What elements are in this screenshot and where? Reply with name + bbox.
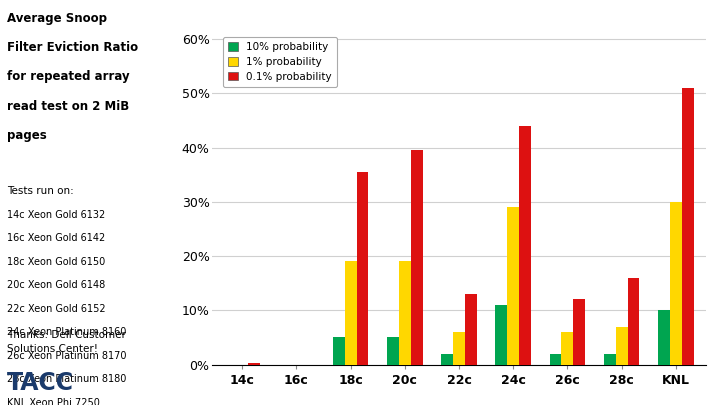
Bar (573, 299, 585, 364)
Text: 26c Xeon Platinum 8170: 26c Xeon Platinum 8170 (7, 351, 127, 361)
Text: 24c Xeon Platinum 8160: 24c Xeon Platinum 8160 (7, 327, 127, 337)
Text: read test on 2 MiB: read test on 2 MiB (7, 100, 130, 113)
Legend: 10% probability, 1% probability, 0.1% probability: 10% probability, 1% probability, 0.1% pr… (222, 37, 338, 87)
Text: for repeated array: for repeated array (7, 70, 130, 83)
Text: Thanks: Dell Customer
Solutions Center!: Thanks: Dell Customer Solutions Center! (7, 330, 126, 354)
Bar (549, 354, 562, 364)
Bar (658, 310, 670, 364)
Bar (562, 332, 573, 364)
Bar (333, 337, 345, 365)
Text: KNL Xeon Phi 7250: KNL Xeon Phi 7250 (7, 398, 100, 405)
Bar (248, 363, 260, 364)
Bar (465, 294, 477, 364)
Text: 28c Xeon Platinum 8180: 28c Xeon Platinum 8180 (7, 374, 127, 384)
Bar (356, 172, 369, 364)
Text: pages: pages (7, 129, 47, 142)
Bar (399, 262, 411, 364)
Text: TACC: TACC (7, 371, 74, 394)
Text: 14c Xeon Gold 6132: 14c Xeon Gold 6132 (7, 210, 105, 220)
Text: Tests run on:: Tests run on: (7, 186, 74, 196)
Bar (387, 337, 399, 365)
Bar (682, 88, 693, 364)
Bar (628, 278, 639, 364)
Bar (670, 202, 682, 364)
Bar (495, 305, 507, 364)
Text: 22c Xeon Gold 6152: 22c Xeon Gold 6152 (7, 304, 106, 314)
Bar (519, 126, 531, 364)
Bar (616, 326, 628, 364)
Text: 20c Xeon Gold 6148: 20c Xeon Gold 6148 (7, 280, 105, 290)
Text: 16c Xeon Gold 6142: 16c Xeon Gold 6142 (7, 233, 105, 243)
Bar (603, 354, 616, 364)
Bar (453, 332, 465, 364)
Text: Average Snoop: Average Snoop (7, 12, 107, 25)
Text: 18c Xeon Gold 6150: 18c Xeon Gold 6150 (7, 257, 105, 267)
Bar (441, 354, 453, 364)
Bar (411, 150, 423, 364)
Text: Filter Eviction Ratio: Filter Eviction Ratio (7, 41, 138, 54)
Bar (345, 262, 356, 364)
Bar (507, 207, 519, 364)
